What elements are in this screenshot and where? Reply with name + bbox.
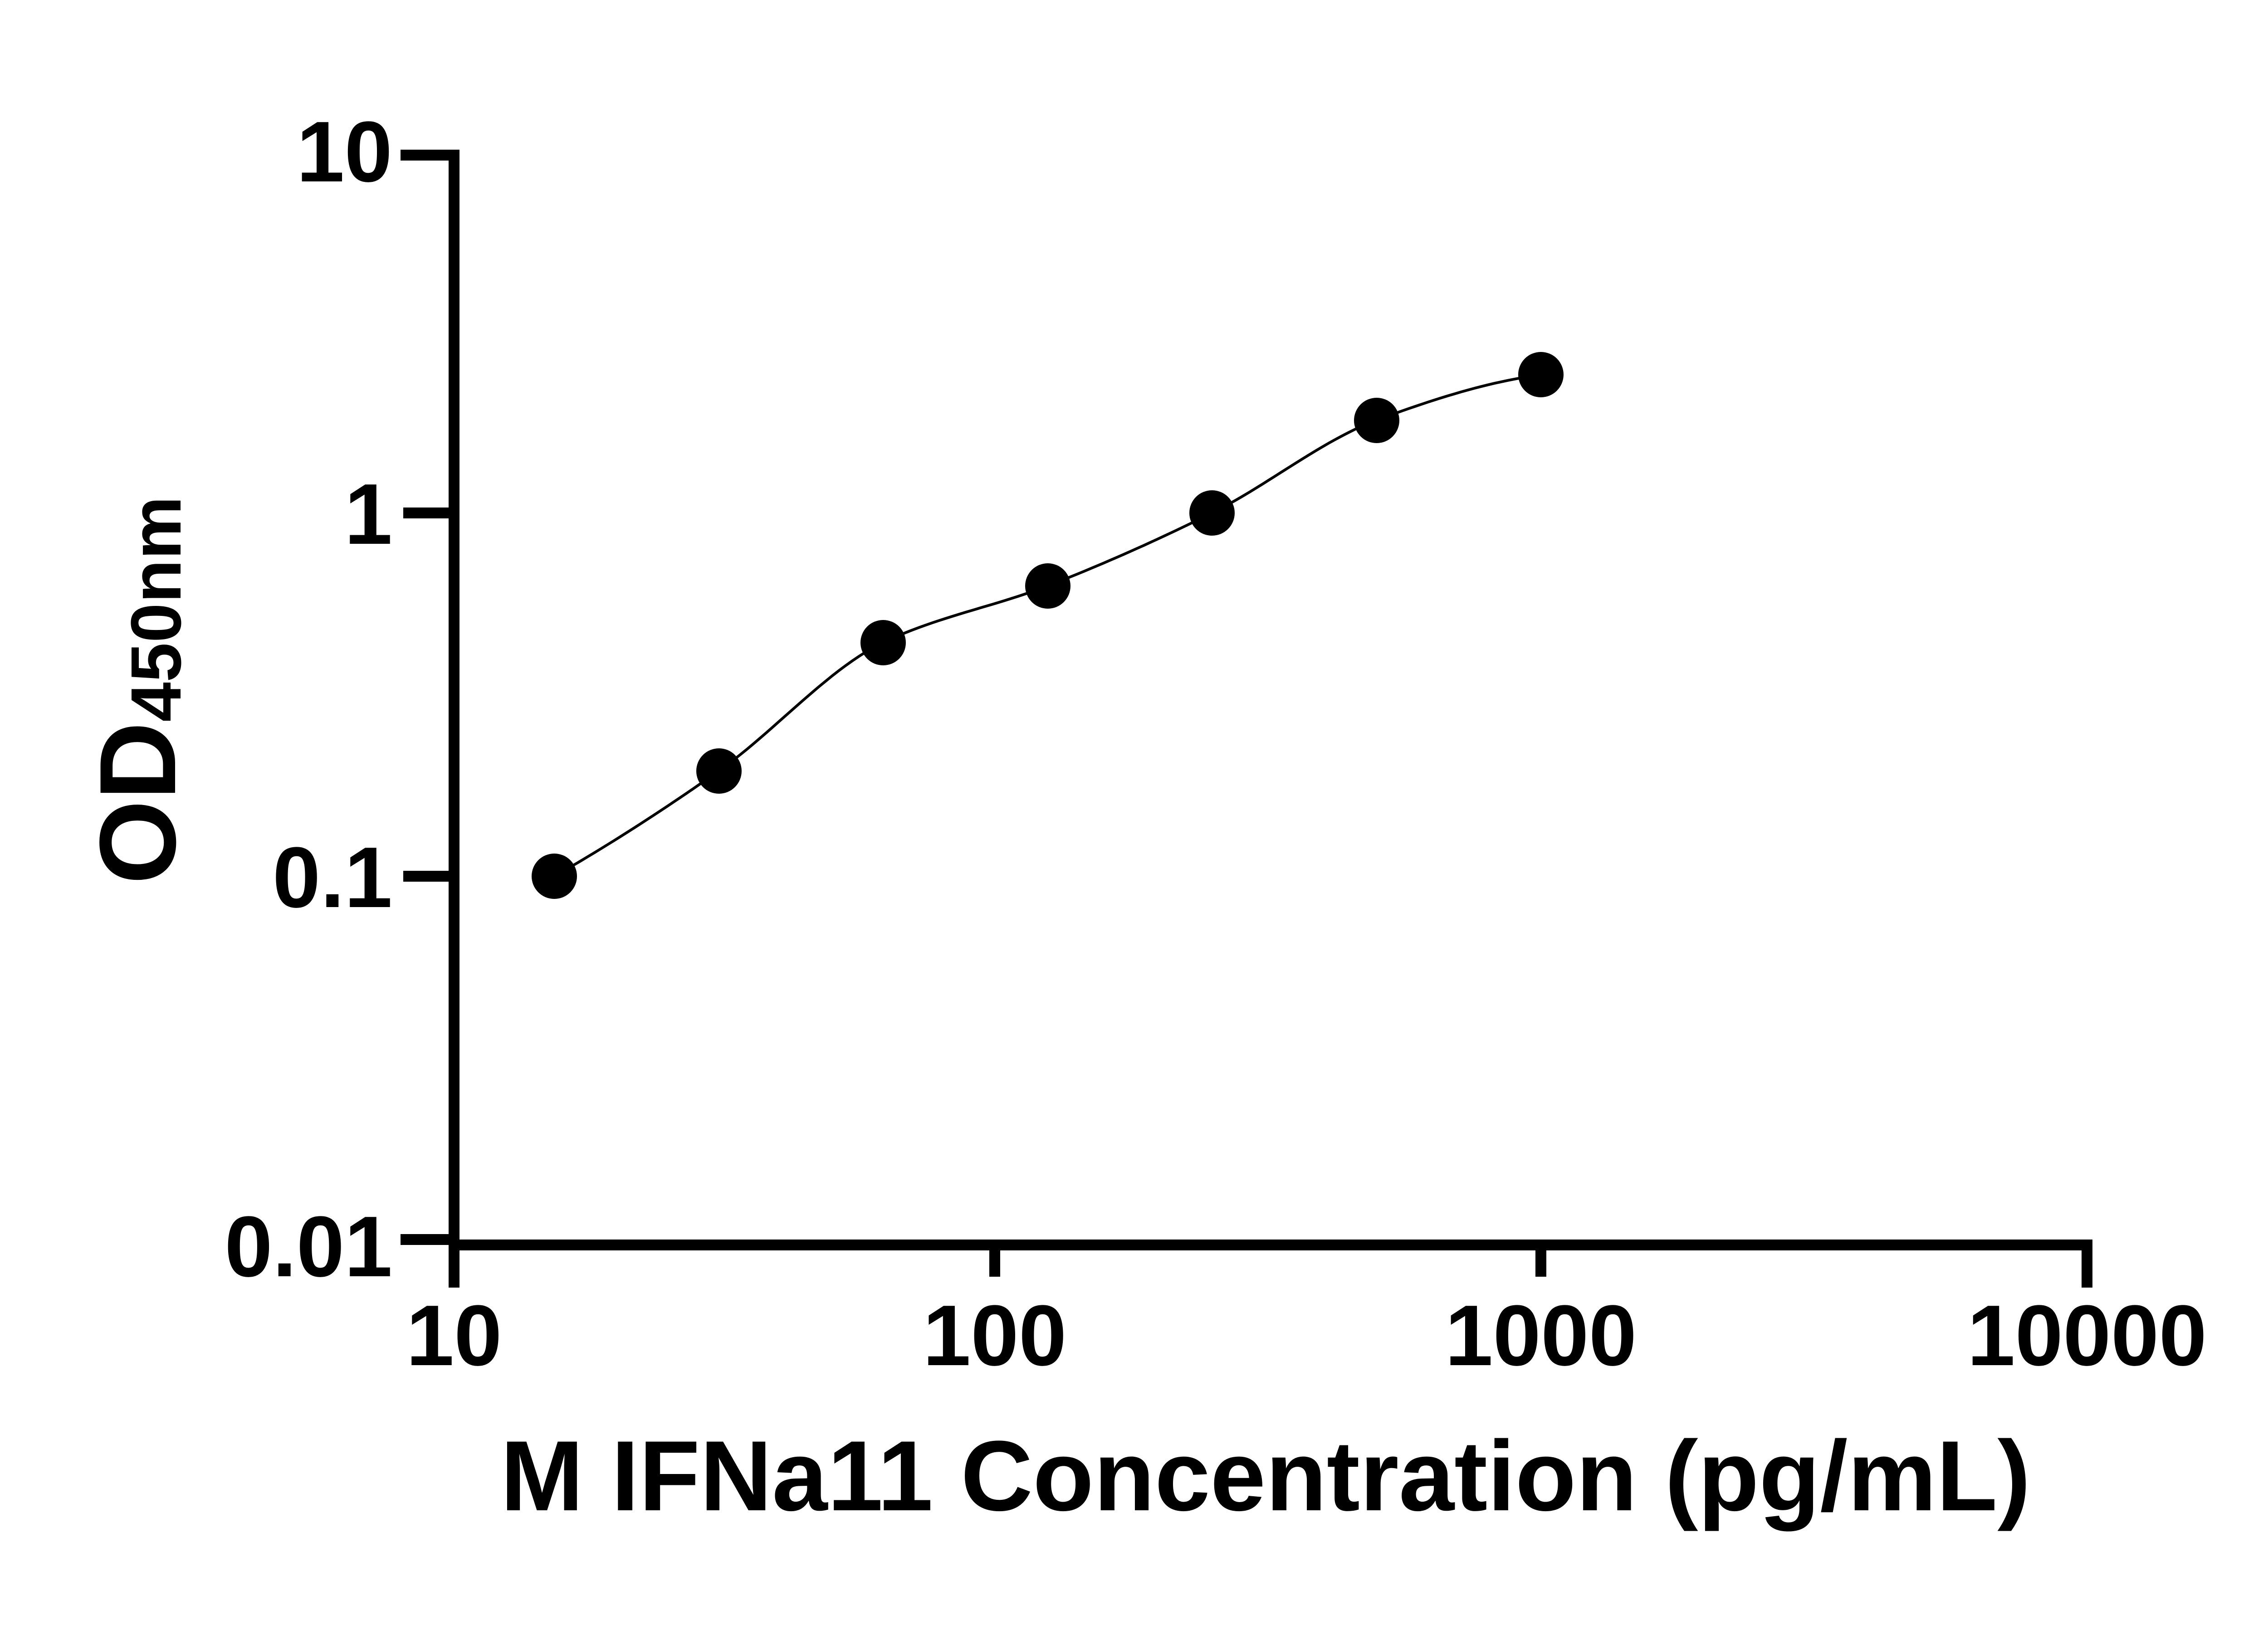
svg-text:0.01: 0.01 bbox=[225, 1199, 392, 1295]
svg-text:10: 10 bbox=[406, 1288, 502, 1384]
svg-text:OD450nm: OD450nm bbox=[77, 496, 198, 884]
svg-text:1: 1 bbox=[344, 466, 392, 562]
svg-text:0.1: 0.1 bbox=[273, 830, 392, 926]
svg-text:10000: 10000 bbox=[1967, 1288, 2207, 1384]
svg-text:M IFNa11 Concentration (pg/mL): M IFNa11 Concentration (pg/mL) bbox=[500, 1420, 2030, 1532]
svg-text:10: 10 bbox=[297, 104, 392, 200]
svg-text:100: 100 bbox=[923, 1288, 1066, 1384]
svg-text:1000: 1000 bbox=[1445, 1288, 1637, 1384]
